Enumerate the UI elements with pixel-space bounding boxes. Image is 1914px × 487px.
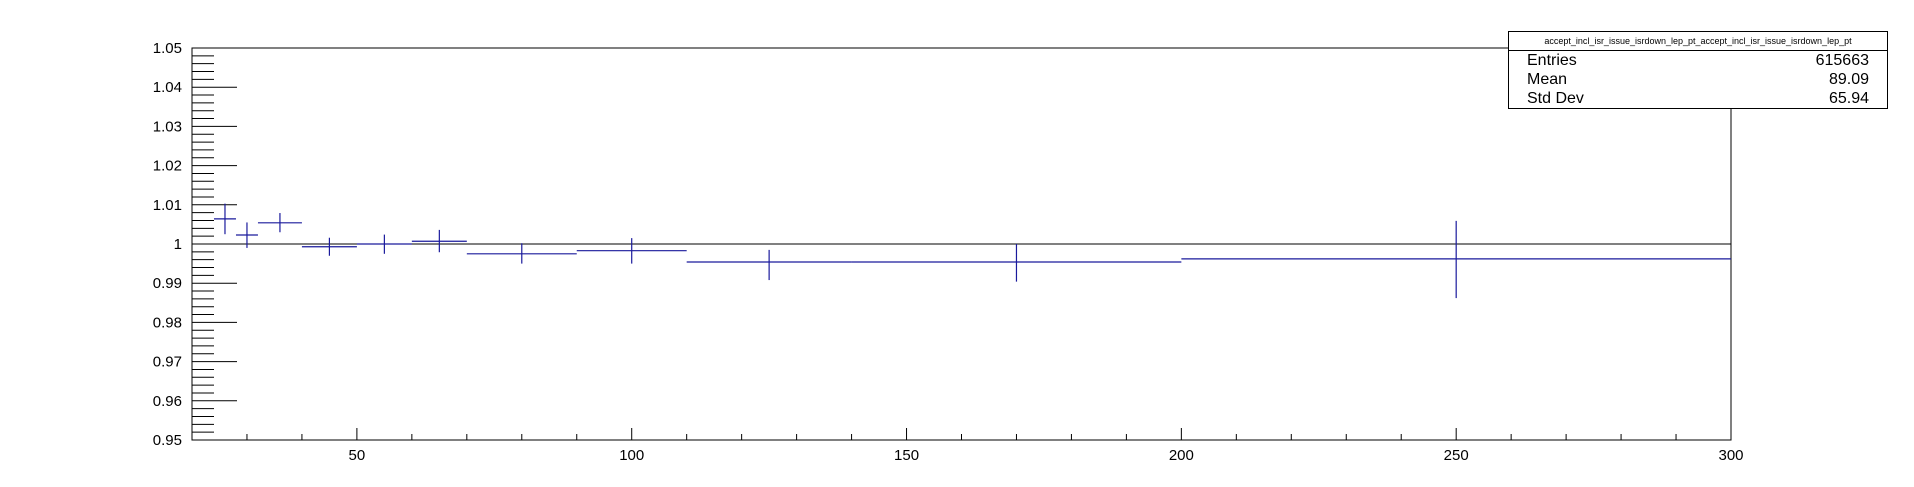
data-point [235,222,258,248]
data-point [257,213,302,233]
y-tick-label: 0.95 [153,432,182,449]
data-point [466,243,577,264]
stats-row-mean: Mean 89.09 [1509,70,1887,89]
y-tick-label: 0.96 [153,393,182,410]
y-tick-label: 0.97 [153,354,182,371]
data-points [213,203,1731,299]
x-tick-label: 150 [894,447,919,464]
x-tick-label: 100 [619,447,644,464]
data-point [411,229,467,253]
y-tick-label: 1.02 [153,158,182,175]
x-tick-label: 200 [1169,447,1194,464]
data-point [213,203,236,235]
y-tick-label: 1.05 [153,40,182,57]
y-tick-label: 0.98 [153,314,182,331]
y-tick-label: 1 [174,236,182,253]
data-point [1181,220,1731,299]
stats-label: Entries [1527,52,1577,69]
stats-title: accept_incl_isr_issue_isrdown_lep_pt_acc… [1509,32,1887,51]
data-point [356,234,412,254]
stats-row-entries: Entries 615663 [1509,51,1887,70]
data-point [576,238,687,264]
x-tick-label: 300 [1718,447,1743,464]
x-tick-label: 50 [349,447,366,464]
data-point [301,237,357,256]
x-tick-label: 250 [1444,447,1469,464]
y-tick-label: 1.01 [153,197,182,214]
stats-label: Std Dev [1527,90,1584,107]
stats-box: accept_incl_isr_issue_isrdown_lep_pt_acc… [1508,31,1888,109]
stats-value: 89.09 [1828,71,1869,88]
data-point [851,244,1182,282]
stats-value: 65.94 [1828,90,1869,107]
y-tick-label: 1.03 [153,118,182,135]
y-tick-label: 1.04 [153,79,182,96]
stats-value: 615663 [1815,52,1869,69]
x-axis: 50 100 150 200 250 300 [246,428,1744,464]
stats-label: Mean [1527,71,1568,88]
y-axis: 0.95 0.96 0.97 0.98 0.99 1 1.01 1.02 1.03 1.04 1.0… [153,40,237,449]
stats-row-stddev: Std Dev 65.94 [1509,89,1887,108]
data-point [686,249,852,281]
y-tick-label: 0.99 [153,275,182,292]
